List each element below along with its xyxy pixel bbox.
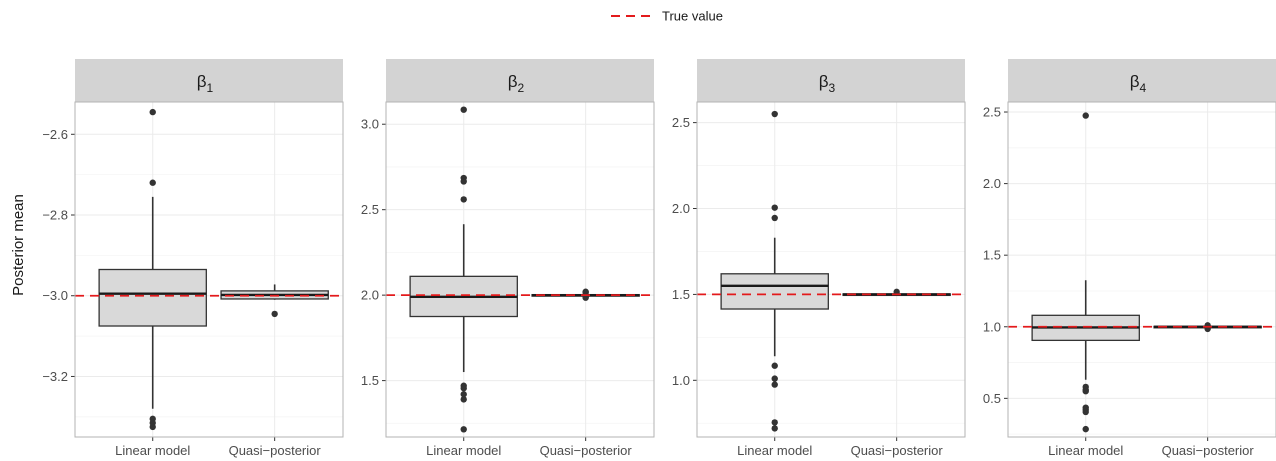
outlier-point [771, 425, 778, 432]
outlier-point [771, 419, 778, 426]
outlier-point [771, 381, 778, 388]
outlier-point [460, 426, 467, 433]
legend-label: True value [662, 9, 723, 24]
facet-strip [386, 59, 654, 102]
facet-strip [75, 59, 343, 102]
x-tick-label: Quasi−posterior [540, 443, 633, 458]
x-tick-label: Linear model [115, 443, 190, 458]
outlier-point [893, 288, 900, 296]
outlier-point [460, 178, 467, 185]
outlier-point [460, 396, 467, 403]
outlier-point [149, 423, 156, 431]
iqr-box [98, 268, 207, 327]
outlier-point [271, 310, 278, 318]
outlier-point [1082, 387, 1089, 395]
panel-border [385, 101, 655, 438]
outlier-point [771, 110, 778, 118]
x-tick-label: Quasi−posterior [851, 443, 944, 458]
y-axis-label: Posterior mean [10, 194, 27, 296]
outlier-point [771, 375, 778, 382]
y-tick-label: 2.0 [983, 176, 1001, 191]
box-linear-model [409, 106, 518, 433]
outlier-point [149, 179, 156, 186]
y-tick-label: 0.5 [983, 391, 1001, 406]
facet-strip [1008, 59, 1276, 102]
x-tick-label: Linear model [426, 443, 501, 458]
y-tick-label: 1.5 [983, 248, 1001, 263]
outlier-point [771, 204, 778, 211]
outlier-point [771, 214, 778, 222]
outlier-point [149, 108, 156, 116]
outlier-point [1082, 425, 1089, 433]
y-tick-label: 1.0 [983, 319, 1001, 334]
x-tick-label: Quasi−posterior [1162, 443, 1255, 458]
y-tick-label: −2.8 [42, 208, 68, 223]
legend: True value [611, 9, 723, 24]
y-tick-label: −3.2 [42, 369, 68, 384]
y-tick-label: 1.5 [361, 373, 379, 388]
y-tick-label: 3.0 [361, 117, 379, 132]
outlier-point [460, 391, 467, 398]
panel-border [1007, 101, 1276, 438]
outlier-point [460, 385, 467, 392]
y-tick-label: 2.5 [361, 202, 379, 217]
x-tick-label: Linear model [1048, 443, 1123, 458]
iqr-box [720, 273, 829, 310]
y-tick-label: 1.0 [672, 373, 690, 388]
y-tick-label: 2.5 [672, 115, 690, 130]
outlier-point [460, 106, 467, 113]
box-linear-model [720, 110, 829, 432]
outlier-point [460, 196, 467, 203]
y-tick-label: 2.0 [672, 201, 690, 216]
x-tick-label: Linear model [737, 443, 812, 458]
y-tick-label: −2.6 [42, 127, 68, 142]
outlier-point [1082, 408, 1089, 416]
outlier-point [771, 362, 778, 369]
y-tick-label: 1.5 [672, 287, 690, 302]
box-linear-model [1031, 112, 1140, 433]
box-linear-model [98, 108, 207, 431]
x-tick-label: Quasi−posterior [229, 443, 322, 458]
facet-strip [697, 59, 965, 102]
y-tick-label: 2.5 [983, 105, 1001, 120]
outlier-point [1082, 112, 1089, 119]
panel-border [696, 101, 966, 438]
y-tick-label: 2.0 [361, 288, 379, 303]
y-tick-label: −3.0 [42, 288, 68, 303]
panel-border [74, 101, 344, 438]
